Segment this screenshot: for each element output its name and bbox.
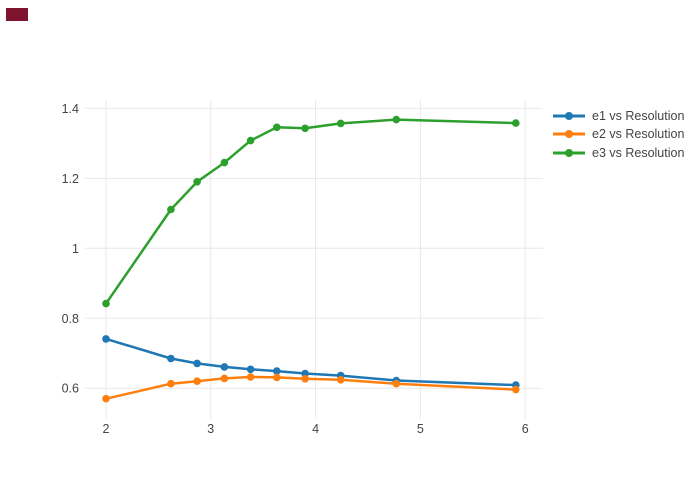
- data-point[interactable]: [193, 377, 201, 386]
- series-line-e3[interactable]: [104, 118, 516, 305]
- x-tick-label: 4: [312, 422, 319, 436]
- legend: e1 vs Resolution e2 vs Resolution e3 vs …: [552, 109, 684, 165]
- y-tick-label: 0.8: [62, 312, 79, 326]
- data-point[interactable]: [102, 335, 110, 343]
- legend-label: e2 vs Resolution: [592, 127, 685, 141]
- data-point[interactable]: [167, 379, 175, 388]
- data-point[interactable]: [246, 373, 255, 381]
- data-point[interactable]: [167, 354, 175, 363]
- legend-item-e2[interactable]: e2 vs Resolution: [552, 127, 685, 141]
- data-point[interactable]: [301, 369, 309, 378]
- legend-label: e3 vs Resolution: [592, 145, 685, 160]
- data-point[interactable]: [220, 158, 229, 167]
- data-point[interactable]: [301, 375, 309, 383]
- data-point[interactable]: [273, 123, 281, 132]
- data-point[interactable]: [273, 373, 281, 382]
- data-point[interactable]: [392, 115, 401, 124]
- data-point[interactable]: [220, 374, 229, 383]
- data-point[interactable]: [246, 365, 255, 374]
- series-marker-icon: [553, 130, 585, 138]
- data-point[interactable]: [512, 119, 520, 127]
- series-line-e2[interactable]: [105, 375, 516, 400]
- data-point[interactable]: [273, 367, 281, 375]
- series-marker-icon: [553, 148, 585, 157]
- data-point[interactable]: [512, 385, 520, 394]
- x-tick-label: 6: [522, 422, 529, 436]
- x-tick-label: 2: [102, 422, 109, 436]
- data-point[interactable]: [193, 359, 201, 368]
- y-tick-label: 1.2: [62, 172, 79, 186]
- data-point[interactable]: [336, 119, 345, 128]
- x-tick-label: 3: [207, 422, 214, 436]
- data-point[interactable]: [220, 363, 229, 371]
- series-line-e1[interactable]: [105, 337, 516, 387]
- data-point[interactable]: [392, 379, 401, 388]
- data-point[interactable]: [336, 376, 345, 384]
- x-tick-label: 5: [417, 422, 424, 436]
- y-tick-label: 1.4: [62, 102, 79, 116]
- data-point[interactable]: [167, 205, 175, 214]
- y-tick-label: 1: [72, 242, 79, 256]
- corner-marker: [6, 8, 28, 21]
- data-point[interactable]: [301, 124, 309, 133]
- series-marker-icon: [553, 111, 585, 120]
- data-point[interactable]: [102, 299, 110, 308]
- legend-item-e3[interactable]: e3 vs Resolution: [552, 145, 685, 160]
- y-tick-label: 0.6: [62, 382, 79, 396]
- data-point[interactable]: [102, 394, 110, 403]
- legend-item-e1[interactable]: e1 vs Resolution: [552, 108, 685, 123]
- data-point[interactable]: [193, 178, 201, 186]
- legend-label: e1 vs Resolution: [592, 108, 685, 123]
- data-point[interactable]: [246, 136, 255, 145]
